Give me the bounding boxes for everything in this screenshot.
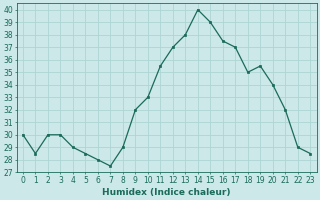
X-axis label: Humidex (Indice chaleur): Humidex (Indice chaleur) (102, 188, 231, 197)
